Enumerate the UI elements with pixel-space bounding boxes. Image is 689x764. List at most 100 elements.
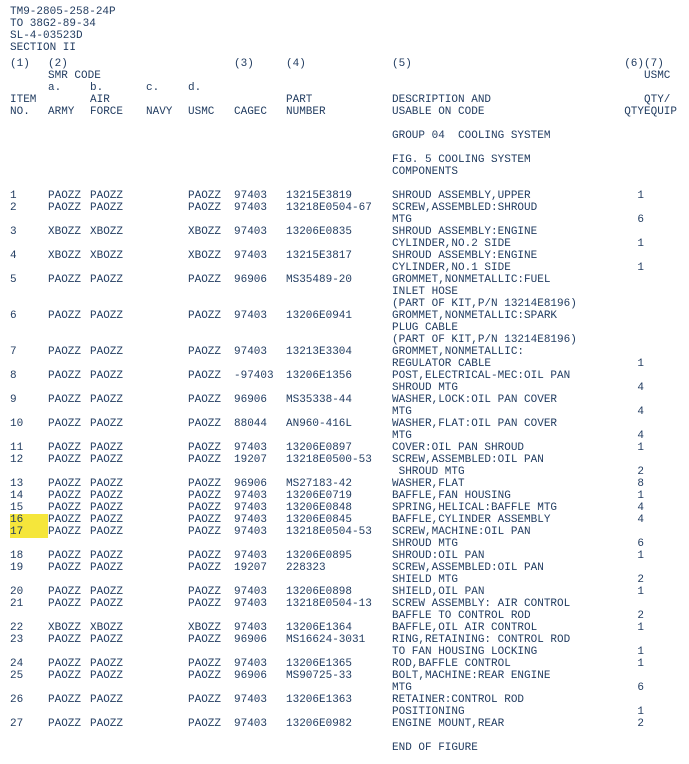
cell-army: PAOZZ — [48, 490, 90, 502]
cell-part — [286, 466, 392, 478]
colnum-7: (7) — [644, 58, 660, 70]
colnum-1: (1) — [10, 58, 48, 70]
cell-desc: BAFFLE,OIL AIR CONTROL — [392, 622, 614, 634]
cell-part — [286, 682, 392, 694]
cell-desc: SHROUD:OIL PAN — [392, 550, 614, 562]
cell-part — [286, 262, 392, 274]
cell-part: 13215E3817 — [286, 250, 392, 262]
cell-cagec: 97403 — [234, 190, 286, 202]
cell-part: MS16624-3031 — [286, 634, 392, 646]
cell-cagec — [234, 322, 286, 334]
cell-qty: 1 — [614, 550, 644, 562]
cell-usmcqty — [644, 322, 660, 334]
header-row-3: ITEM AIR PART DESCRIPTION AND QTY/ — [10, 94, 660, 106]
cell-qty: 4 — [614, 430, 644, 442]
cell-usmcqty — [644, 718, 660, 730]
number-header: NUMBER — [286, 106, 392, 118]
cell-cagec: 96906 — [234, 634, 286, 646]
cell-usmcqty — [644, 622, 660, 634]
cell-cagec: 97403 — [234, 622, 286, 634]
cell-usmc: PAOZZ — [188, 202, 234, 214]
cell-part: 13206E0941 — [286, 310, 392, 322]
cell-part: 13206E1356 — [286, 370, 392, 382]
cell-qty — [614, 562, 644, 574]
cell-desc: SCREW,ASSEMBLED:OIL PAN — [392, 562, 614, 574]
cell-qty: 6 — [614, 682, 644, 694]
cell-cagec — [234, 466, 286, 478]
cell-navy — [146, 466, 188, 478]
colnum-5: (5) — [392, 58, 614, 70]
cell-no — [10, 262, 48, 274]
cell-cagec — [234, 286, 286, 298]
cell-desc: GROMMET,NONMETALLIC:SPARK — [392, 310, 614, 322]
cell-part — [286, 574, 392, 586]
table-row: 4XBOZZXBOZZXBOZZ9740313215E3817SHROUD AS… — [10, 250, 660, 262]
cell-no — [10, 574, 48, 586]
cell-qty: 4 — [614, 406, 644, 418]
cell-army: PAOZZ — [48, 550, 90, 562]
cell-no — [10, 646, 48, 658]
cell-part — [286, 406, 392, 418]
cell-part — [286, 286, 392, 298]
cell-af: PAOZZ — [90, 190, 146, 202]
cell-navy — [146, 322, 188, 334]
table-row: 26PAOZZPAOZZPAOZZ9740313206E1363RETAINER… — [10, 694, 660, 706]
colnum-2: (2) — [48, 58, 90, 70]
cell-usmc: PAOZZ — [188, 526, 234, 538]
cell-cagec: 97403 — [234, 490, 286, 502]
cell-af — [90, 238, 146, 250]
page: TM9-2805-258-24P TO 38G2-89-34 SL-4-0352… — [0, 0, 689, 764]
cell-desc: RETAINER:CONTROL ROD — [392, 694, 614, 706]
cell-af — [90, 214, 146, 226]
cell-desc: BAFFLE TO CONTROL ROD — [392, 610, 614, 622]
cell-af — [90, 574, 146, 586]
cell-usmc — [188, 262, 234, 274]
cell-desc: ROD,BAFFLE CONTROL — [392, 658, 614, 670]
cell-no: 21 — [10, 598, 48, 610]
cell-usmc — [188, 682, 234, 694]
cell-qty: 6 — [614, 214, 644, 226]
cell-usmcqty — [644, 262, 660, 274]
cell-desc: BAFFLE,FAN HOUSING — [392, 490, 614, 502]
cell-army: PAOZZ — [48, 718, 90, 730]
cell-af: XBOZZ — [90, 622, 146, 634]
cell-usmcqty — [644, 610, 660, 622]
cell-usmc — [188, 214, 234, 226]
cell-af: PAOZZ — [90, 718, 146, 730]
cell-cagec — [234, 682, 286, 694]
cell-part: 13206E0835 — [286, 226, 392, 238]
cell-qty — [614, 370, 644, 382]
cell-no — [10, 466, 48, 478]
cell-desc: CYLINDER,NO.1 SIDE — [392, 262, 614, 274]
cell-cagec — [234, 382, 286, 394]
cell-usmcqty — [644, 442, 660, 454]
cell-usmcqty — [644, 358, 660, 370]
cell-af — [90, 466, 146, 478]
cell-qty — [614, 226, 644, 238]
cell-no: 13 — [10, 478, 48, 490]
cell-no: 22 — [10, 622, 48, 634]
cell-navy — [146, 250, 188, 262]
cell-usmcqty — [644, 586, 660, 598]
cell-navy — [146, 202, 188, 214]
doc-header-3: SL-4-03523D — [10, 30, 679, 42]
cell-no — [10, 538, 48, 550]
cell-desc: SCREW,MACHINE:OIL PAN — [392, 526, 614, 538]
cell-cagec — [234, 214, 286, 226]
cell-army: PAOZZ — [48, 502, 90, 514]
cell-navy — [146, 514, 188, 526]
cell-af: PAOZZ — [90, 598, 146, 610]
cell-navy — [146, 562, 188, 574]
cell-usmc: XBOZZ — [188, 622, 234, 634]
table-row: MTG4 — [10, 430, 660, 442]
cell-usmcqty — [644, 418, 660, 430]
cell-cagec: 97403 — [234, 598, 286, 610]
cell-part — [286, 430, 392, 442]
smr-code-header: SMR CODE — [48, 70, 234, 82]
table-row: 23PAOZZPAOZZPAOZZ96906MS16624-3031RING,R… — [10, 634, 660, 646]
cell-part — [286, 382, 392, 394]
table-row: 16PAOZZPAOZZPAOZZ9740313206E0845BAFFLE,C… — [10, 514, 660, 526]
cell-cagec: 97403 — [234, 658, 286, 670]
cell-navy — [146, 394, 188, 406]
cell-af: PAOZZ — [90, 202, 146, 214]
